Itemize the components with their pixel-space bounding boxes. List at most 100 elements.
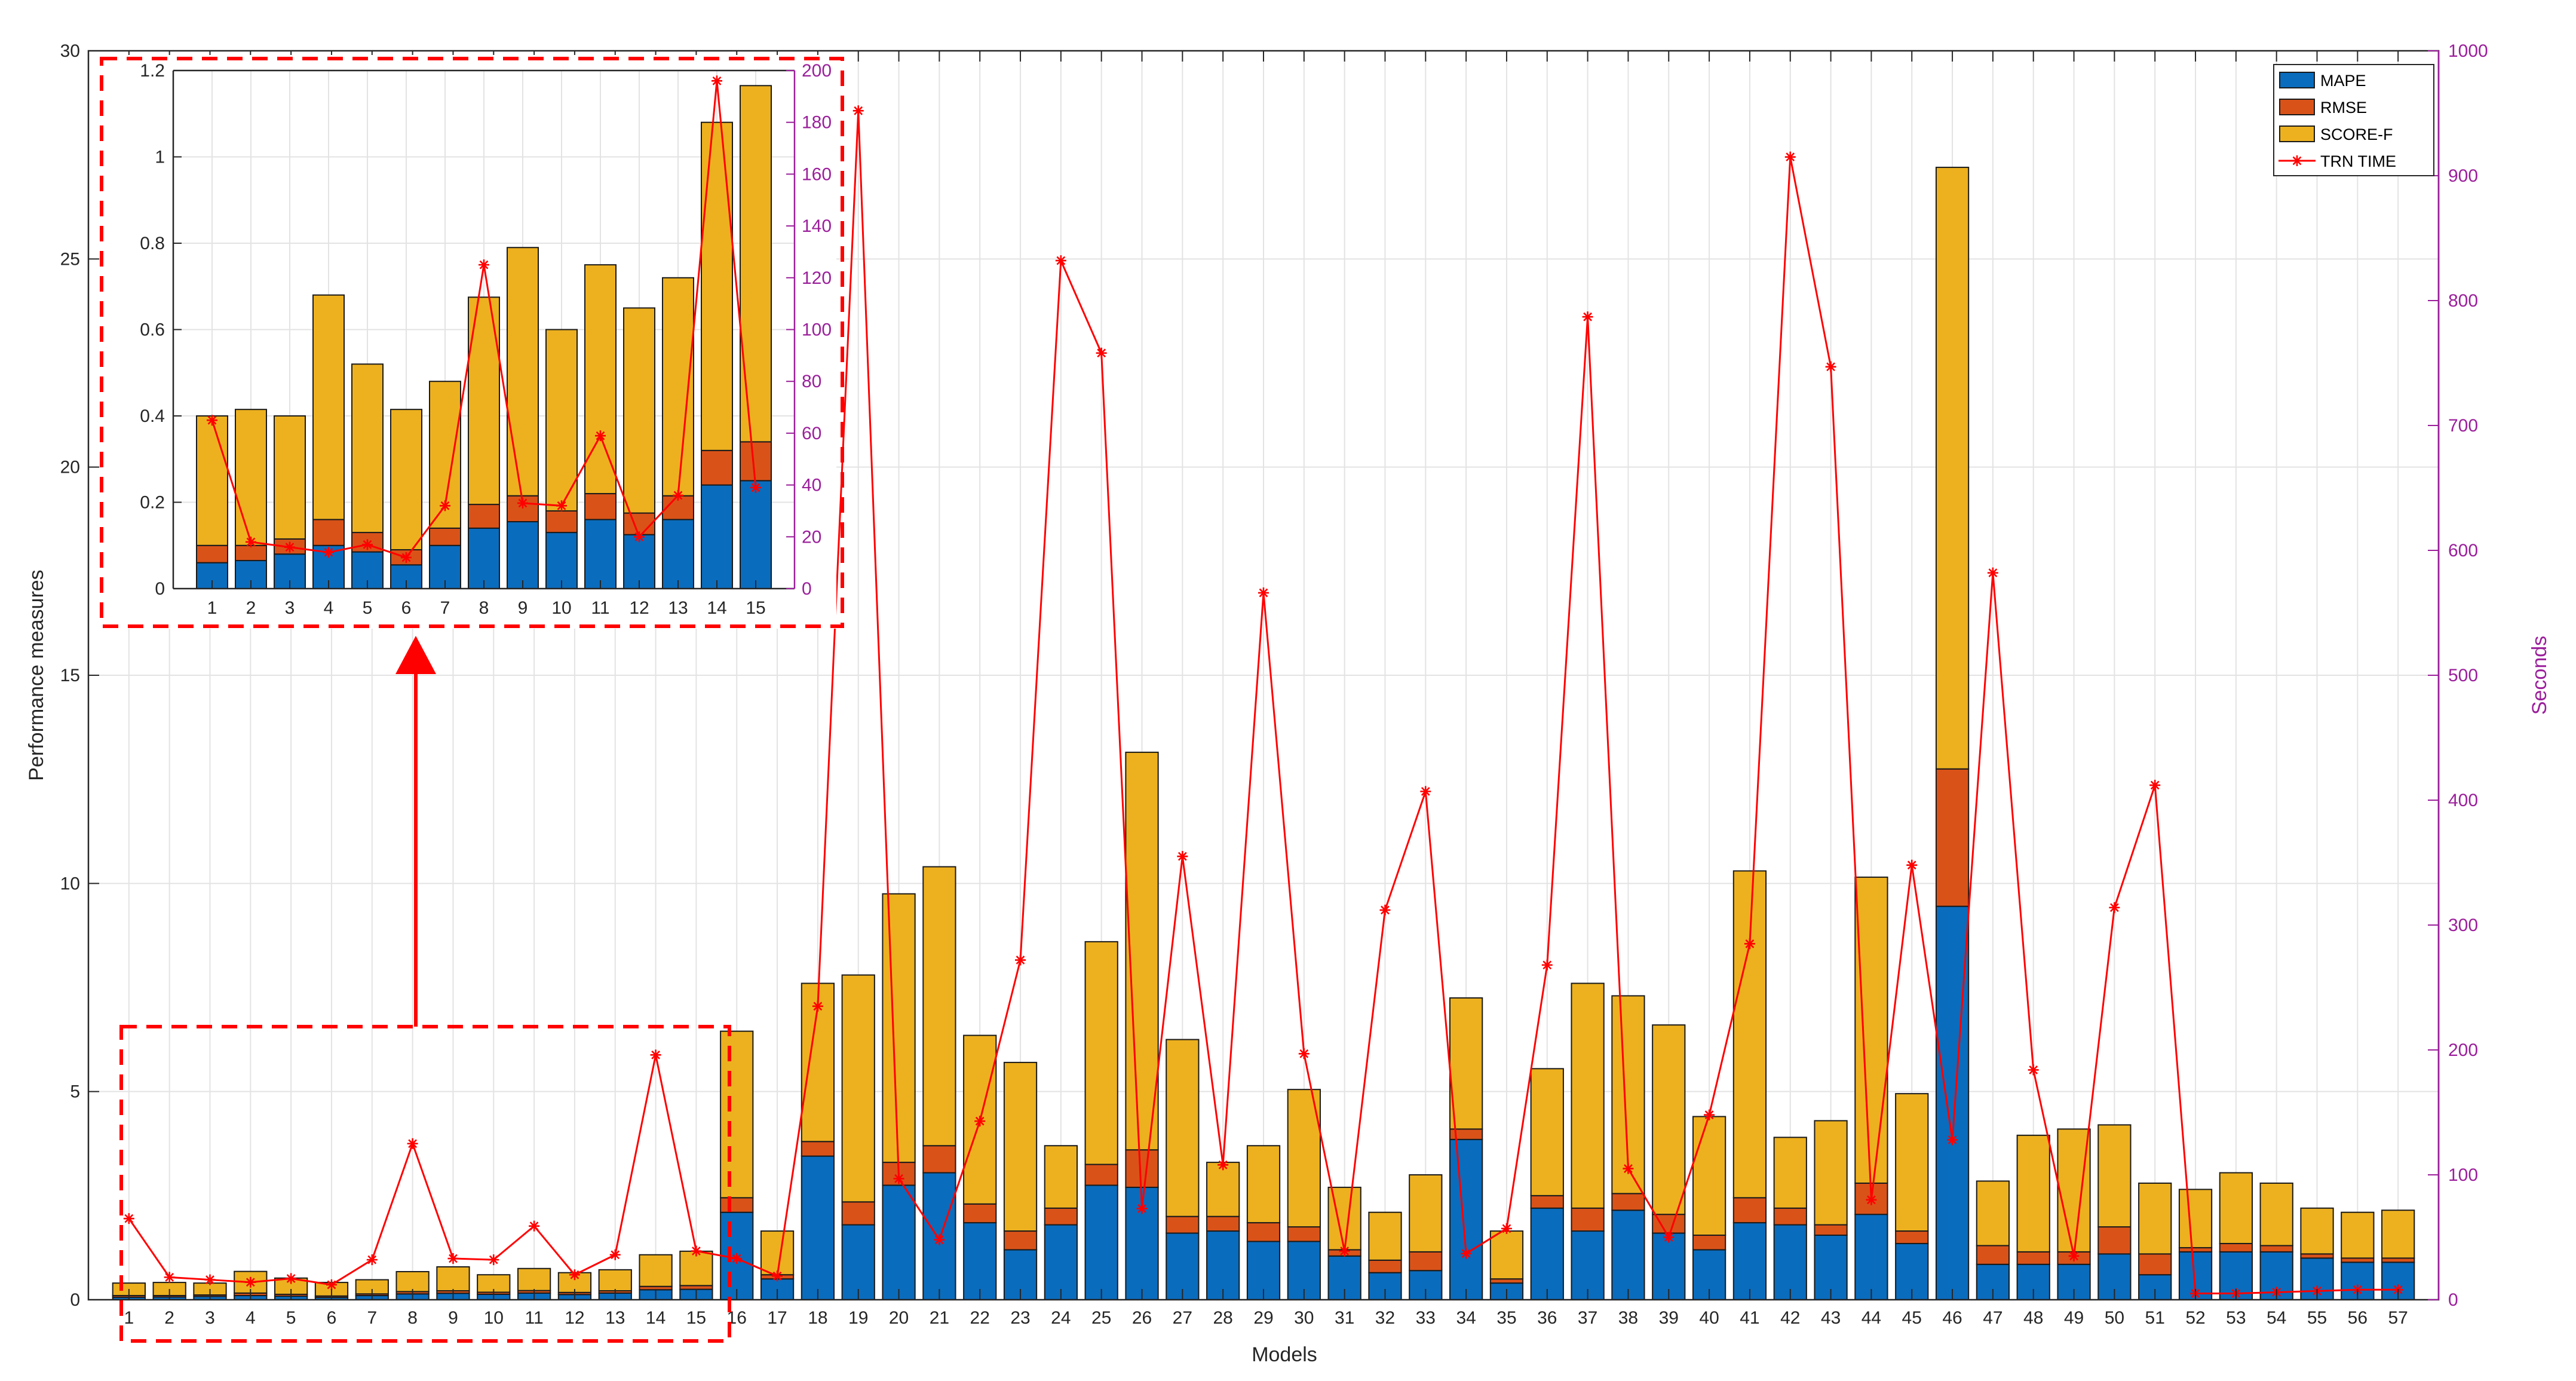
zoom-callout (119, 636, 731, 1343)
trn-time-marker-model-24 (1055, 255, 1066, 267)
y-right-tick-label-300: 300 (2448, 915, 2478, 935)
trn-time-marker-model-7 (366, 1254, 378, 1266)
bar-score-f-model-17 (760, 1230, 795, 1276)
bar-score-f-model-53 (2219, 1172, 2253, 1244)
bar-rmse-model-35 (1489, 1278, 1524, 1284)
trn-time-marker-model-30-stroke-3 (1299, 1049, 1309, 1058)
trn-time-marker-model-6-stroke-3 (327, 1280, 336, 1290)
x-tick-label-29: 29 (1253, 1308, 1273, 1328)
bar-rmse-model-42 (1773, 1207, 1807, 1226)
trn-time-marker-model-44 (1866, 1194, 1877, 1205)
trn-time-marker-model-5 (286, 1273, 297, 1284)
bar-rmse-model-53 (2219, 1242, 2253, 1253)
inset-trn-time-marker-model-15 (750, 482, 761, 493)
inset-bar-score-f-model-1 (196, 415, 228, 546)
bar-rmse-model-51 (2138, 1253, 2172, 1276)
trn-time-marker-model-24-stroke-3 (1056, 256, 1066, 265)
trn-time-marker-model-43 (1825, 361, 1836, 372)
trn-time-marker-model-1 (123, 1213, 134, 1224)
bar-rmse-model-56 (2341, 1257, 2375, 1263)
inset-x-tick-label-12: 12 (629, 598, 649, 618)
trn-time-marker-model-47 (1987, 567, 1998, 578)
trn-time-marker-model-10 (488, 1254, 499, 1266)
inset-y-tick-label-1.2: 1.2 (140, 61, 165, 81)
x-tick-label-36: 36 (1537, 1308, 1557, 1328)
bar-rmse-model-19 (841, 1201, 875, 1226)
bar-mape-model-24 (1044, 1224, 1078, 1301)
inset-x-tick-label-2: 2 (246, 598, 256, 618)
inset-trn-time-marker-model-2-stroke-3 (246, 537, 256, 547)
zoom-source-box (119, 1025, 731, 1343)
bar-rmse-model-22 (963, 1203, 997, 1224)
bar-score-f-model-42 (1773, 1137, 1807, 1209)
bar-score-f-model-14 (639, 1254, 673, 1287)
bar-score-f-model-49 (2057, 1128, 2091, 1253)
x-tick-label-5: 5 (286, 1308, 296, 1328)
trn-time-marker-model-50 (2109, 902, 2120, 913)
trn-time-marker-model-51 (2149, 779, 2161, 791)
inset-y-right-tick-label-80: 80 (802, 372, 821, 391)
bar-score-f-model-35 (1489, 1230, 1524, 1280)
inset-y-tick-label-0.4: 0.4 (140, 406, 165, 426)
bar-score-f-model-39 (1652, 1024, 1686, 1215)
trn-time-marker-model-27 (1177, 851, 1188, 862)
bar-rmse-model-50 (2097, 1226, 2132, 1255)
bar-score-f-model-29 (1246, 1145, 1281, 1224)
inset-trn-time-marker-model-7-stroke-3 (440, 501, 450, 510)
bar-rmse-model-32 (1368, 1259, 1402, 1273)
inset-bar-mape-model-10 (545, 532, 578, 590)
inset-x-tick-label-10: 10 (551, 598, 571, 618)
y-axis-right-label: Seconds (2528, 636, 2551, 715)
bar-score-f-model-21 (922, 866, 956, 1147)
trn-time-marker-model-21 (934, 1234, 945, 1245)
bar-score-f-model-47 (1976, 1180, 2010, 1247)
trn-time-marker-model-35 (1501, 1223, 1512, 1234)
trn-time-marker-model-20 (893, 1173, 904, 1184)
x-tick-label-39: 39 (1659, 1308, 1679, 1328)
trn-time-marker-model-13 (609, 1249, 621, 1260)
inset-bar-mape-model-11 (584, 519, 617, 590)
legend: MAPE RMSE SCORE-F TRN TIME (2273, 64, 2434, 176)
trn-time-marker-model-30 (1298, 1048, 1310, 1060)
bar-score-f-model-9 (436, 1266, 470, 1292)
bar-rmse-model-47 (1976, 1245, 2010, 1265)
bar-mape-model-42 (1773, 1224, 1807, 1301)
inset-x-tick-label-13: 13 (668, 598, 688, 618)
bar-mape-model-19 (841, 1224, 875, 1301)
trn-time-marker-model-35-stroke-3 (1502, 1224, 1511, 1233)
trn-time-marker-model-16 (731, 1253, 743, 1264)
inset-y-tick-label-0: 0 (155, 579, 165, 599)
inset-trn-time-marker-model-6 (401, 552, 412, 563)
x-tick-label-51: 51 (2145, 1308, 2165, 1328)
legend-swatch-rmse (2279, 99, 2315, 115)
x-tick-label-18: 18 (808, 1308, 827, 1328)
inset-bar-score-f-model-15 (740, 85, 772, 443)
inset-y-right-tick-label-180: 180 (802, 113, 832, 133)
trn-time-marker-model-43-stroke-3 (1826, 362, 1835, 372)
y-right-tick-label-500: 500 (2448, 666, 2478, 685)
trn-time-marker-model-42-stroke-3 (1786, 152, 1795, 162)
bar-mape-model-32 (1368, 1272, 1402, 1300)
x-tick-label-22: 22 (970, 1308, 990, 1328)
inset-trn-time-marker-model-4 (323, 547, 334, 558)
bar-mape-model-20 (882, 1184, 916, 1300)
inset-y-tick-label-0.2: 0.2 (140, 493, 165, 513)
trn-time-marker-model-51-stroke-3 (2150, 780, 2160, 790)
trn-time-marker-model-8 (407, 1138, 418, 1149)
y-tick-label-20: 20 (60, 458, 80, 477)
bar-score-f-model-23 (1003, 1061, 1038, 1232)
trn-time-marker-model-31 (1339, 1245, 1350, 1257)
x-tick-label-26: 26 (1132, 1308, 1152, 1328)
x-tick-label-9: 9 (448, 1308, 458, 1328)
inset-y-tick-label-0.6: 0.6 (140, 320, 165, 340)
bar-score-f-model-48 (2016, 1134, 2050, 1253)
inset-bar-mape-model-8 (468, 527, 500, 589)
trn-time-marker-model-5-stroke-3 (286, 1274, 296, 1283)
x-tick-label-28: 28 (1213, 1308, 1232, 1328)
trn-time-marker-model-37-stroke-3 (1583, 312, 1593, 321)
bar-score-f-model-33 (1409, 1174, 1443, 1253)
x-tick-label-37: 37 (1578, 1308, 1597, 1328)
trn-time-marker-model-32-stroke-3 (1381, 905, 1390, 915)
bar-score-f-model-52 (2178, 1189, 2213, 1248)
bar-rmse-model-57 (2381, 1257, 2415, 1263)
